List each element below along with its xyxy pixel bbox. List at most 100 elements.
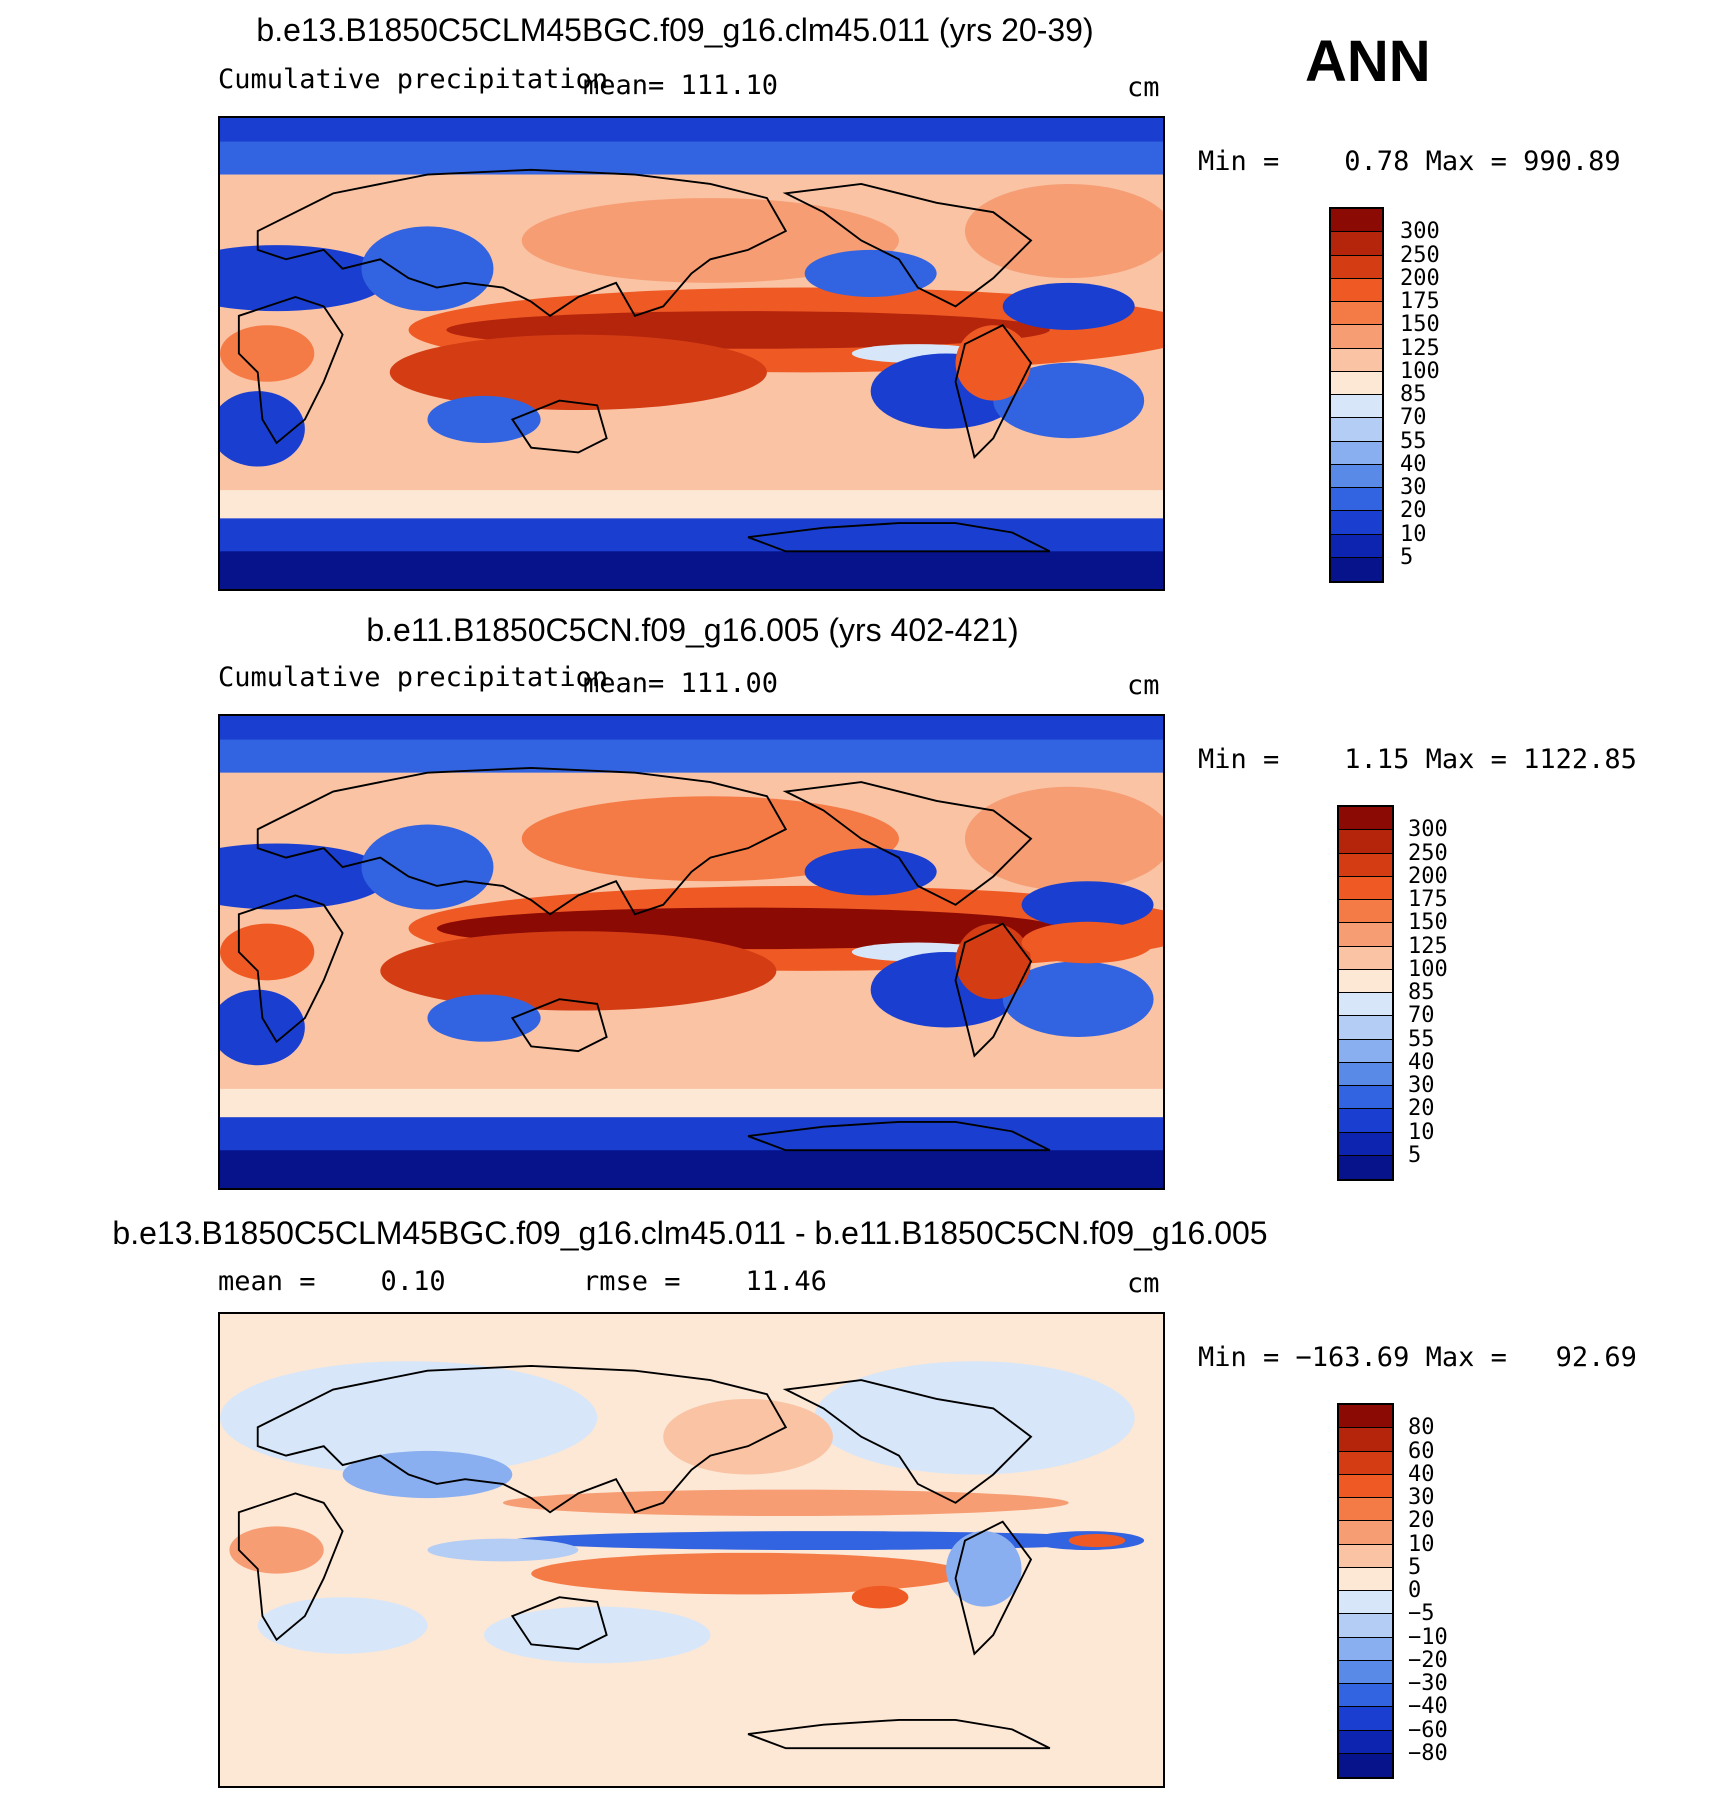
panel-3-map-field (220, 1314, 1163, 1786)
colorbar-tick-label: 150 (1400, 312, 1440, 338)
colorbar-tick-label: 100 (1400, 358, 1440, 384)
colorbar-tick-label: 5 (1400, 544, 1414, 570)
colorbar-swatch (1331, 325, 1382, 349)
panel-3-mean: mean = 0.10 (218, 1266, 446, 1297)
panel-1-colorbar (1329, 207, 1384, 583)
colorbar-tick-label: 175 (1400, 289, 1440, 314)
colorbar-swatch (1339, 1614, 1392, 1638)
colorbar-swatch (1339, 1474, 1392, 1498)
colorbar-tick-label: 70 (1400, 405, 1427, 431)
colorbar-tick-label: 40 (1400, 451, 1427, 477)
colorbar-swatch (1331, 348, 1382, 372)
panel-1-map (218, 116, 1165, 591)
colorbar-swatch (1339, 1428, 1392, 1452)
colorbar-tick-label: −10 (1408, 1624, 1448, 1650)
panel-2-mean: mean= 111.00 (583, 668, 779, 699)
panel-3-title: b.e13.B1850C5CLM45BGC.f09_g16.clm45.011 … (112, 1215, 1268, 1251)
colorbar-swatch (1339, 1039, 1392, 1063)
colorbar-swatch (1331, 488, 1382, 512)
colorbar-tick-label: −60 (1408, 1717, 1448, 1743)
colorbar-tick-label: −30 (1408, 1671, 1448, 1696)
colorbar-tick-label: −40 (1408, 1694, 1448, 1720)
season-label: ANN (1305, 29, 1431, 94)
colorbar-tick-label: 55 (1408, 1026, 1435, 1052)
colorbar-tick-label: 100 (1408, 956, 1448, 982)
panel-1-map-field (220, 118, 1163, 589)
colorbar-tick-label: 300 (1400, 219, 1440, 245)
colorbar-swatch (1339, 969, 1392, 993)
colorbar-swatch (1331, 371, 1382, 395)
colorbar-swatch (1339, 1660, 1392, 1684)
panel-2-map-field (220, 716, 1163, 1188)
panel-3-map (218, 1312, 1165, 1788)
colorbar-tick-label: 150 (1408, 910, 1448, 936)
colorbar-swatch (1331, 557, 1382, 581)
colorbar-tick-label: 10 (1408, 1531, 1435, 1557)
colorbar-swatch (1339, 946, 1392, 970)
colorbar-tick-label: 10 (1408, 1119, 1435, 1145)
panel-2-colorbar (1337, 805, 1394, 1181)
colorbar-swatch (1339, 1498, 1392, 1522)
colorbar-swatch (1331, 441, 1382, 465)
panel-3-rmse: rmse = 11.46 (583, 1266, 827, 1297)
colorbar-swatch (1339, 1637, 1392, 1661)
panel-1-title: b.e13.B1850C5CLM45BGC.f09_g16.clm45.011 … (256, 12, 1094, 48)
colorbar-swatch (1339, 1521, 1392, 1545)
colorbar-swatch (1331, 464, 1382, 488)
colorbar-tick-label: 30 (1408, 1073, 1435, 1098)
colorbar-tick-label: 250 (1400, 242, 1440, 268)
colorbar-swatch (1339, 876, 1392, 900)
colorbar-swatch (1331, 255, 1382, 279)
panel-2-map (218, 714, 1165, 1190)
colorbar-swatch (1339, 1544, 1392, 1568)
colorbar-tick-label: 40 (1408, 1461, 1435, 1487)
colorbar-swatch (1339, 1132, 1392, 1156)
colorbar-swatch (1339, 1086, 1392, 1110)
colorbar-swatch (1339, 1567, 1392, 1591)
panel-3-units: cm (1127, 1268, 1160, 1299)
colorbar-tick-label: 5 (1408, 1554, 1422, 1580)
colorbar-swatch (1339, 1753, 1392, 1777)
panel-2-left-label: Cumulative precipitation (218, 662, 609, 693)
colorbar-tick-label: 85 (1400, 382, 1427, 407)
colorbar-swatch (1339, 923, 1392, 947)
colorbar-tick-label: 30 (1408, 1485, 1435, 1510)
colorbar-tick-label: 200 (1408, 863, 1448, 889)
panel-3-minmax: Min = −163.69 Max = 92.69 (1198, 1342, 1637, 1373)
colorbar-swatch (1339, 1155, 1392, 1179)
panel-2-title: b.e11.B1850C5CN.f09_g16.005 (yrs 402-421… (366, 612, 1019, 648)
colorbar-tick-label: 300 (1408, 817, 1448, 843)
colorbar-swatch (1339, 1451, 1392, 1475)
colorbar-tick-label: 250 (1408, 840, 1448, 866)
panel-1-mean: mean= 111.10 (583, 70, 779, 101)
colorbar-tick-label: 200 (1400, 265, 1440, 291)
colorbar-swatch (1331, 278, 1382, 302)
colorbar-swatch (1339, 1109, 1392, 1133)
colorbar-swatch (1339, 830, 1392, 854)
panel-1-units: cm (1127, 72, 1160, 103)
colorbar-swatch (1339, 1591, 1392, 1615)
panel-2-minmax: Min = 1.15 Max = 1122.85 (1198, 744, 1637, 775)
colorbar-tick-label: 0 (1408, 1578, 1422, 1603)
colorbar-tick-label: 20 (1408, 1508, 1435, 1534)
colorbar-tick-label: −5 (1408, 1601, 1435, 1627)
colorbar-tick-label: 20 (1408, 1096, 1435, 1122)
colorbar-swatch (1331, 302, 1382, 326)
panel-1-minmax: Min = 0.78 Max = 990.89 (1198, 146, 1621, 177)
colorbar-swatch (1331, 534, 1382, 558)
colorbar-tick-label: 175 (1408, 887, 1448, 912)
colorbar-swatch (1331, 209, 1382, 233)
colorbar-tick-label: 30 (1400, 475, 1427, 500)
colorbar-tick-label: 70 (1408, 1003, 1435, 1029)
colorbar-swatch (1331, 395, 1382, 419)
colorbar-swatch (1339, 993, 1392, 1017)
colorbar-swatch (1331, 418, 1382, 442)
colorbar-swatch (1339, 1730, 1392, 1754)
colorbar-tick-label: 85 (1408, 980, 1435, 1005)
colorbar-swatch (1331, 232, 1382, 256)
colorbar-swatch (1331, 511, 1382, 535)
colorbar-tick-label: 60 (1408, 1438, 1435, 1464)
colorbar-swatch (1339, 1684, 1392, 1708)
colorbar-tick-label: 80 (1408, 1415, 1435, 1441)
colorbar-tick-label: 5 (1408, 1142, 1422, 1168)
